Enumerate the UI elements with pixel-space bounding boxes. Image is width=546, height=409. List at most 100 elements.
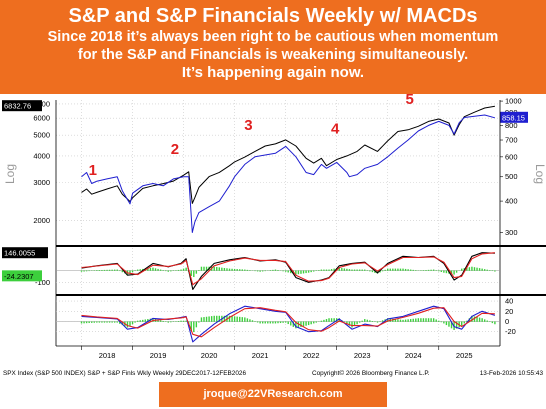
histogram-bar bbox=[394, 268, 397, 271]
histogram-bar bbox=[177, 269, 180, 271]
histogram-bar bbox=[330, 269, 333, 271]
histogram-bar bbox=[182, 320, 185, 322]
histogram-bar bbox=[121, 321, 124, 326]
histogram-bar bbox=[167, 321, 169, 323]
histogram-bar bbox=[325, 269, 328, 271]
histogram-bar bbox=[83, 270, 85, 272]
histogram-bar bbox=[216, 315, 218, 322]
histogram-bar bbox=[356, 321, 358, 325]
x-tick-label: 2024 bbox=[405, 351, 422, 360]
right-tick-label: 600 bbox=[505, 152, 518, 161]
histogram-bar bbox=[226, 268, 228, 271]
histogram-bar bbox=[142, 319, 144, 322]
histogram-bar bbox=[338, 318, 340, 322]
histogram-bar bbox=[244, 269, 246, 271]
histogram-bar bbox=[239, 269, 241, 271]
histogram-bar bbox=[251, 320, 254, 322]
histogram-bar bbox=[361, 269, 363, 271]
left-tick-label: 6000 bbox=[33, 114, 50, 123]
histogram-bar bbox=[121, 270, 124, 273]
histogram-bar bbox=[471, 315, 473, 322]
histogram-bar bbox=[402, 319, 404, 322]
right-tick-label: 400 bbox=[505, 197, 518, 206]
chart-title: S&P and S&P Financials Weekly w/ MACDs bbox=[68, 5, 478, 27]
histogram-bar bbox=[430, 269, 432, 271]
histogram-bar bbox=[313, 270, 315, 272]
histogram-bar bbox=[136, 269, 139, 271]
histogram-bar bbox=[101, 321, 103, 323]
histogram-bar bbox=[85, 270, 88, 272]
histogram-bar bbox=[96, 321, 98, 323]
histogram-bar bbox=[422, 270, 425, 271]
histogram-bar bbox=[136, 320, 139, 322]
histogram-bar bbox=[182, 268, 185, 271]
histogram-bar bbox=[147, 268, 149, 271]
histogram-bar bbox=[338, 267, 340, 271]
histogram-bar bbox=[478, 317, 481, 322]
histogram-bar bbox=[438, 270, 440, 272]
histogram-bar bbox=[165, 270, 167, 272]
histogram-bar bbox=[425, 270, 427, 271]
histogram-bar bbox=[111, 321, 113, 323]
histogram-bar bbox=[228, 268, 231, 271]
histogram-bar bbox=[282, 270, 284, 272]
histogram-bar bbox=[381, 320, 384, 322]
histogram-bar bbox=[101, 269, 103, 271]
histogram-bar bbox=[346, 321, 348, 324]
histogram-bar bbox=[131, 270, 134, 273]
histogram-bar bbox=[295, 321, 297, 329]
histogram-bar bbox=[371, 321, 374, 322]
annotation-marker: 3 bbox=[244, 117, 252, 134]
histogram-bar bbox=[397, 319, 399, 322]
histogram-bar bbox=[119, 321, 121, 324]
histogram-bar bbox=[364, 319, 366, 322]
annotation-marker: 5 bbox=[405, 94, 413, 108]
histogram-bar bbox=[208, 316, 210, 322]
histogram-bar bbox=[440, 270, 443, 272]
histogram-bar bbox=[328, 269, 330, 271]
histogram-bar bbox=[221, 267, 223, 271]
histogram-bar bbox=[412, 318, 414, 322]
histogram-bar bbox=[279, 321, 282, 324]
histogram-bar bbox=[261, 270, 264, 272]
histogram-bar bbox=[149, 267, 152, 271]
spx-macd-panel: -100 146.0055 -24.2307 bbox=[2, 247, 546, 296]
histogram-bar bbox=[351, 269, 353, 271]
histogram-bar bbox=[387, 268, 389, 271]
histogram-bar bbox=[134, 321, 136, 323]
histogram-bar bbox=[432, 269, 435, 271]
histogram-bar bbox=[111, 269, 113, 271]
x-tick-label: 2022 bbox=[303, 351, 320, 360]
x-axis: 2018 2019 2020 2021 2022 2023 2024 2025 bbox=[81, 346, 473, 360]
histogram-bar bbox=[450, 321, 453, 329]
histogram-bar bbox=[483, 269, 486, 271]
histogram-bar bbox=[236, 269, 238, 271]
histogram-bar bbox=[450, 270, 453, 275]
histogram-last-value: -24.2307 bbox=[4, 272, 34, 281]
spx-last-badge bbox=[2, 100, 42, 112]
histogram-bar bbox=[170, 321, 172, 323]
histogram-bar bbox=[200, 317, 203, 322]
histogram-bar bbox=[103, 321, 106, 323]
right-tick-label: 1000 bbox=[505, 97, 522, 106]
histogram-bar bbox=[98, 270, 101, 271]
histogram-bar bbox=[473, 316, 476, 322]
histogram-bar bbox=[185, 267, 187, 271]
histogram-bar bbox=[445, 321, 448, 326]
histogram-bar bbox=[369, 270, 371, 272]
histogram-bar bbox=[144, 319, 147, 322]
histogram-bar bbox=[103, 269, 106, 271]
histogram-bar bbox=[241, 269, 243, 271]
histogram-bar bbox=[185, 320, 187, 322]
histogram-bar bbox=[476, 267, 478, 271]
histogram-bar bbox=[98, 321, 101, 323]
histogram-bar bbox=[343, 268, 346, 271]
histogram-bar bbox=[254, 321, 256, 322]
histogram-bar bbox=[389, 268, 391, 271]
histogram-bar bbox=[440, 321, 443, 323]
histogram-bar bbox=[284, 270, 287, 272]
histogram-bar bbox=[409, 269, 412, 271]
histogram-bar bbox=[159, 269, 162, 271]
histogram-bar bbox=[162, 270, 164, 271]
histogram-bar bbox=[244, 317, 246, 322]
